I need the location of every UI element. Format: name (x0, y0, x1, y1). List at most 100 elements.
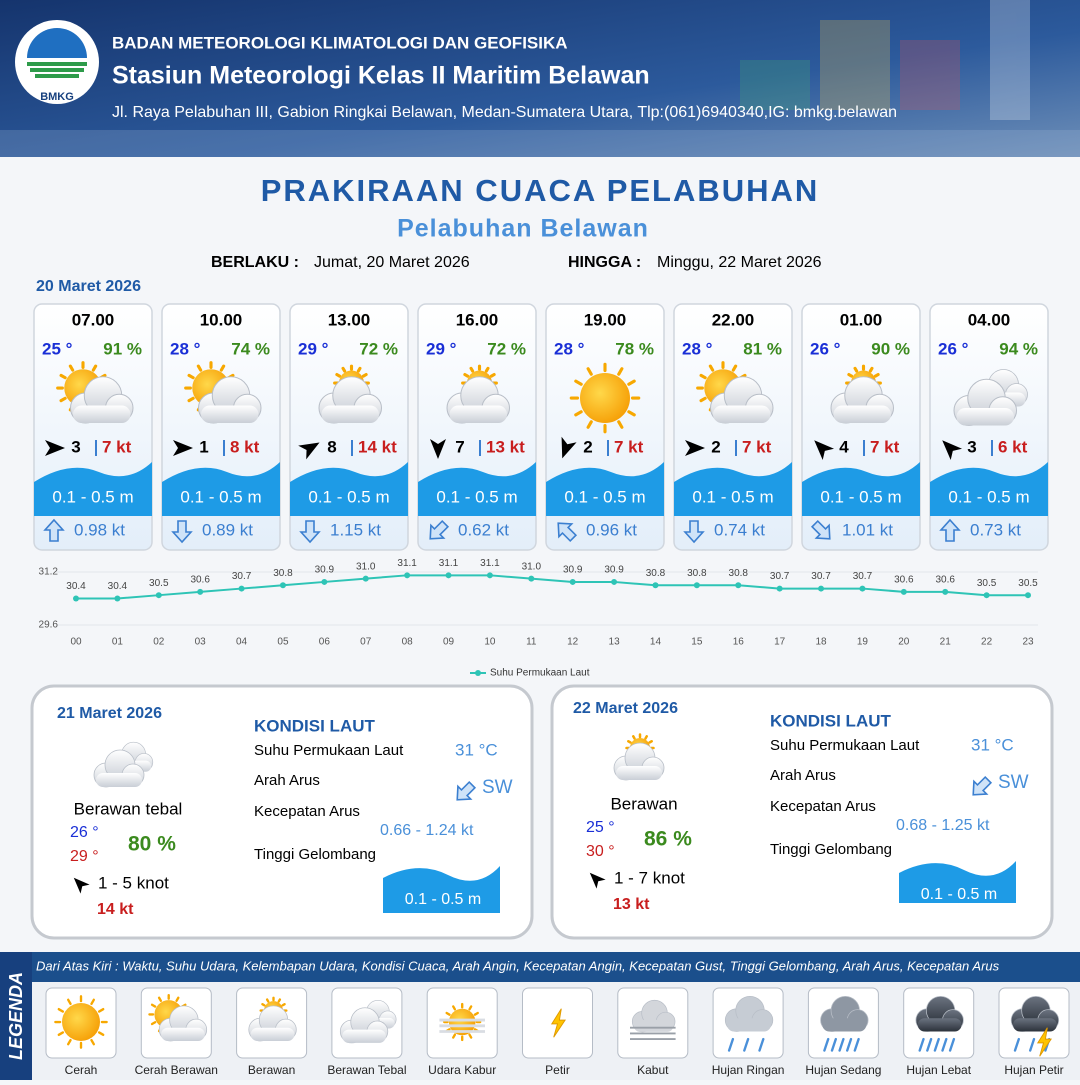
x-tick-label: 04 (236, 637, 248, 648)
time: 22.00 (712, 310, 755, 329)
time: 10.00 (200, 310, 243, 329)
air-temperature: 26 ° (938, 339, 969, 358)
weather-icon (446, 364, 510, 424)
humidity: 90 % (871, 339, 910, 358)
legend-label: Cerah (65, 1063, 98, 1077)
data-label: 30.7 (232, 571, 252, 582)
air-temperature: 28 ° (682, 339, 713, 358)
x-tick-label: 05 (277, 637, 289, 648)
current-arrow (43, 518, 65, 542)
legend-band (32, 952, 1080, 982)
time: 19.00 (584, 310, 627, 329)
rain (933, 1037, 940, 1052)
rain (948, 1037, 956, 1052)
cloud (70, 376, 134, 424)
label: Kecepatan Arus (770, 798, 876, 815)
sun-ray (68, 364, 75, 372)
wave-height: 0.1 - 0.5 m (405, 891, 481, 908)
condition: Berawan (610, 794, 677, 813)
rain (926, 1037, 933, 1052)
sun-ray (469, 366, 475, 373)
legend-icon (629, 999, 676, 1041)
sun-ray (574, 379, 583, 386)
x-tick-label: 08 (402, 637, 414, 648)
current-speed: 0.73 kt (970, 520, 1021, 539)
data-label: 30.7 (853, 571, 873, 582)
point (528, 575, 535, 582)
cloud (248, 1005, 297, 1042)
point (73, 595, 79, 602)
point (983, 592, 990, 599)
wave-height: 0.1 - 0.5 m (308, 487, 389, 506)
cloud-part (1013, 1018, 1057, 1032)
cloud-part (321, 405, 379, 423)
sun-ray (699, 396, 707, 403)
cloud (93, 749, 145, 788)
weather-icon (953, 369, 1028, 426)
sun-ray (219, 364, 226, 372)
point (652, 582, 659, 589)
rain (1029, 1037, 1036, 1052)
current-arrow (972, 775, 993, 796)
sun-ray (617, 367, 624, 376)
organization: BADAN METEOROLOGI KLIMATOLOGI DAN GEOFIS… (112, 33, 568, 52)
legend-icon (148, 993, 208, 1042)
temp-min: 25 ° (586, 819, 615, 836)
rain (838, 1037, 845, 1052)
cloud (915, 995, 964, 1032)
y-tick-label: 29.6 (39, 620, 59, 631)
current-arrow (171, 520, 193, 544)
address: Jl. Raya Pelabuhan III, Gabion Ringkai B… (112, 104, 897, 121)
data-label: 30.6 (935, 575, 955, 586)
sun-ray (150, 1003, 157, 1008)
point (1025, 592, 1031, 599)
sun-ray (452, 1033, 457, 1039)
legend-icon (1010, 995, 1060, 1057)
sea-temperature: 31 °C (971, 735, 1014, 754)
sun-ray (648, 740, 653, 744)
wind-arrow (685, 440, 705, 456)
legend-title: LEGENDA (6, 972, 26, 1060)
data-label: 31.1 (480, 558, 500, 569)
wave (162, 462, 280, 516)
header-decor (0, 0, 1080, 157)
label: Arah Arus (770, 767, 836, 784)
sun-ray (57, 1007, 65, 1013)
wind-arrow (561, 436, 577, 459)
label: Kecepatan Arus (254, 803, 360, 820)
sun-ray (586, 367, 593, 376)
wave-height: 0.1 - 0.5 m (180, 487, 261, 506)
x-tick-label: 14 (650, 637, 662, 648)
wave (383, 866, 500, 913)
data-label: 30.7 (811, 571, 831, 582)
legend-label: Petir (545, 1063, 570, 1077)
humidity: 91 % (103, 339, 142, 358)
current-arrow (456, 780, 477, 801)
sun-ray (277, 998, 282, 1003)
point (942, 588, 949, 595)
wave (290, 462, 408, 516)
x-tick-label: 20 (898, 637, 910, 648)
sun-ray (187, 396, 195, 403)
rain (853, 1037, 860, 1052)
wind-speed: 2 (711, 437, 720, 456)
point (445, 572, 452, 579)
cloud-part (713, 405, 771, 423)
wind-speed: 1 (199, 437, 208, 456)
sun-ray (708, 364, 715, 372)
cloud (446, 376, 510, 424)
current-arrow (683, 520, 705, 544)
point (238, 585, 245, 592)
humidity: 86 % (644, 828, 692, 851)
current-speed: 1.01 kt (842, 520, 893, 539)
sun-ray (66, 1038, 72, 1046)
time: 01.00 (840, 310, 883, 329)
wave-height: 0.1 - 0.5 m (948, 487, 1029, 506)
data-label: 30.6 (894, 575, 914, 586)
data-label: 30.4 (66, 581, 86, 592)
wind-arrow (73, 877, 90, 894)
legend-label: Suhu Permukaan Laut (490, 668, 590, 679)
title: PRAKIRAAN CUACA PELABUHAN (261, 173, 820, 208)
wave (899, 861, 1016, 903)
point (404, 572, 411, 579)
